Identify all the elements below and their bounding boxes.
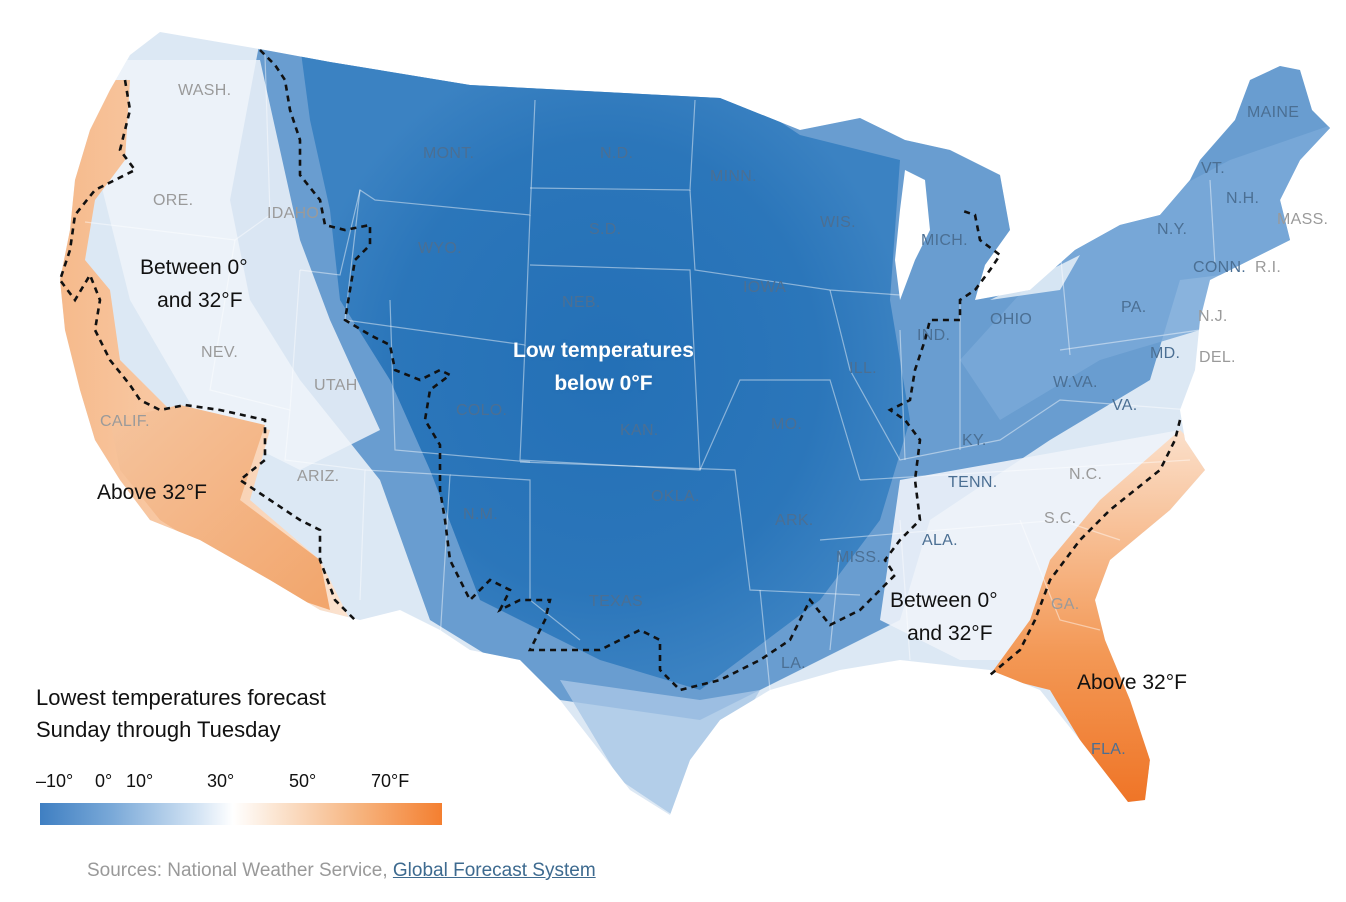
state-label-mich: MICH. xyxy=(921,232,968,249)
state-label-texas: TEXAS xyxy=(589,593,643,610)
state-label-tenn: TENN. xyxy=(948,474,998,491)
state-label-del: DEL. xyxy=(1199,349,1236,366)
state-label-colo: COLO. xyxy=(456,402,508,419)
state-label-ind: IND. xyxy=(917,327,951,344)
state-label-ny: N.Y. xyxy=(1157,221,1188,238)
state-label-la: LA. xyxy=(781,655,806,672)
annotation-line: Low temperatures xyxy=(513,339,694,362)
state-label-ri: R.I. xyxy=(1255,259,1282,276)
annotation-line: and 32°F xyxy=(157,289,243,312)
state-label-ill: ILL. xyxy=(849,360,877,377)
state-label-mont: MONT. xyxy=(423,145,475,162)
legend-color-bar xyxy=(40,803,442,825)
state-label-wash: WASH. xyxy=(178,82,232,99)
state-label-wva: W.VA. xyxy=(1053,374,1098,391)
sources-note: Sources: National Weather Service, Globa… xyxy=(87,860,596,882)
legend-tick-50: 50° xyxy=(289,771,317,791)
state-label-vt: VT. xyxy=(1201,160,1226,177)
state-label-mo: MO. xyxy=(771,416,803,433)
annotation-west-between: Between 0° and 32°F xyxy=(140,251,248,317)
temperature-contours xyxy=(58,49,1182,692)
state-label-fla: FLA. xyxy=(1091,741,1126,758)
legend-tick-0: 0° xyxy=(95,771,113,791)
state-label-okla: OKLA. xyxy=(651,488,700,505)
state-label-wyo: WYO. xyxy=(418,240,462,257)
legend-tick-10: 10° xyxy=(126,771,154,791)
state-label-ore: ORE. xyxy=(153,192,194,209)
annotation-west-above: Above 32°F xyxy=(97,481,207,504)
state-label-minn: MINN. xyxy=(710,168,757,185)
state-label-nm: N.M. xyxy=(463,506,498,523)
annotation-line: below 0°F xyxy=(554,372,653,395)
state-label-neb: NEB. xyxy=(562,294,601,311)
state-label-calif: CALIF. xyxy=(100,413,150,430)
annotation-line: Between 0° xyxy=(890,589,998,612)
state-label-wis: WIS. xyxy=(820,214,856,231)
state-label-idaho: IDAHO xyxy=(267,205,320,222)
state-label-md: MD. xyxy=(1150,345,1181,362)
state-label-nc: N.C. xyxy=(1069,466,1103,483)
state-label-sd: S.D. xyxy=(589,221,622,238)
legend-tick-70: 70°F xyxy=(371,771,410,791)
state-label-sc: S.C. xyxy=(1044,510,1077,527)
legend-title: Lowest temperatures forecast Sunday thro… xyxy=(36,682,326,746)
state-label-utah: UTAH xyxy=(314,377,358,394)
state-label-mass: MASS. xyxy=(1277,211,1329,228)
state-label-va: VA. xyxy=(1112,397,1138,414)
annotation-southeast-between: Between 0° and 32°F xyxy=(890,584,998,650)
annotation-line: and 32°F xyxy=(907,622,993,645)
state-label-conn: CONN. xyxy=(1193,259,1247,276)
state-label-ala: ALA. xyxy=(922,532,958,549)
legend-tick-30: 30° xyxy=(207,771,235,791)
state-label-miss: MISS. xyxy=(836,549,882,566)
state-label-ga: GA. xyxy=(1051,596,1080,613)
state-label-maine: MAINE xyxy=(1247,104,1300,121)
state-label-ky: KY. xyxy=(962,432,987,449)
state-label-nj: N.J. xyxy=(1198,308,1228,325)
annotation-southeast-above: Above 32°F xyxy=(1077,671,1187,694)
global-forecast-system-link[interactable]: Global Forecast System xyxy=(392,860,596,881)
legend-tick-minus10: –10° xyxy=(36,771,74,791)
sources-prefix: Sources: National Weather Service, xyxy=(87,860,388,881)
great-lakes xyxy=(895,170,1080,300)
state-label-ark: ARK. xyxy=(775,512,814,529)
legend-title-line: Sunday through Tuesday xyxy=(36,717,281,742)
state-label-kan: KAN. xyxy=(620,422,659,439)
state-label-iowa: IOWA xyxy=(743,279,787,296)
state-label-nh: N.H. xyxy=(1226,190,1260,207)
state-label-pa: PA. xyxy=(1121,299,1147,316)
state-label-nev: NEV. xyxy=(201,344,239,361)
legend-title-line: Lowest temperatures forecast xyxy=(36,685,326,710)
state-label-ohio: OHIO xyxy=(990,311,1033,328)
annotation-line: Between 0° xyxy=(140,256,248,279)
state-label-ariz: ARIZ. xyxy=(297,468,340,485)
state-label-nd: N.D. xyxy=(600,145,634,162)
annotation-low-temperatures: Low temperatures below 0°F xyxy=(513,334,694,400)
